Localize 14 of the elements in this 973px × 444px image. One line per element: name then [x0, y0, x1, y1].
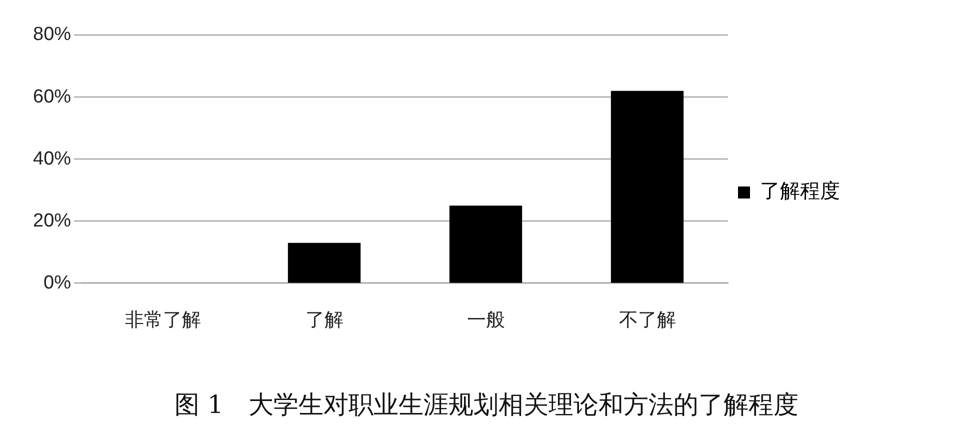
x-tick-label: 一般 — [466, 310, 505, 331]
x-tick-label: 不了解 — [618, 310, 676, 331]
y-tick-label: 40% — [32, 148, 72, 170]
y-tick-label: 0% — [44, 272, 72, 294]
y-tick-label: 20% — [32, 210, 72, 232]
text: 图 1 大学生对职业生涯规划相关理论和方法的了解程度 — [174, 389, 800, 421]
bar — [449, 206, 522, 283]
y-tick-label: 60% — [32, 86, 72, 108]
legend-label: 了解程度 — [760, 178, 840, 203]
x-tick-label: 非常了解 — [124, 310, 201, 331]
y-tick-label: 80% — [32, 24, 72, 46]
bar — [610, 90, 684, 283]
bar — [288, 242, 361, 283]
x-tick-label: 了解 — [305, 310, 344, 331]
